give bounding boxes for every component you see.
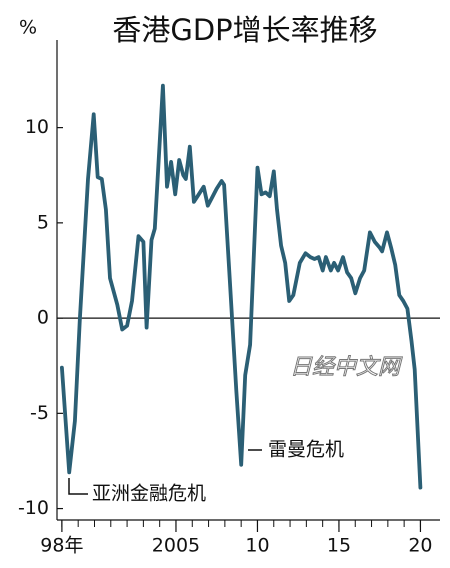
x-tick-label: 98年	[40, 535, 83, 557]
x-tick-label: 2005	[152, 535, 200, 557]
y-tick-label: 10	[25, 116, 49, 138]
chart-title: 香港GDP增长率推移	[112, 13, 377, 47]
x-tick-label: 15	[327, 535, 351, 557]
y-tick-label: -10	[18, 497, 49, 519]
annotation: 亚洲金融危机	[92, 483, 206, 505]
x-tick-label: 10	[245, 535, 269, 557]
data-line	[60, 83, 423, 490]
y-tick-label: 0	[37, 307, 49, 329]
y-tick-label: -5	[30, 402, 49, 424]
y-unit: %	[19, 17, 37, 39]
watermark: 日经中文网	[290, 355, 403, 380]
y-tick-label: 5	[37, 211, 49, 233]
x-tick-label: 20	[408, 535, 432, 557]
annotation: 雷曼危机	[268, 439, 344, 461]
annotation-leader	[68, 478, 88, 495]
